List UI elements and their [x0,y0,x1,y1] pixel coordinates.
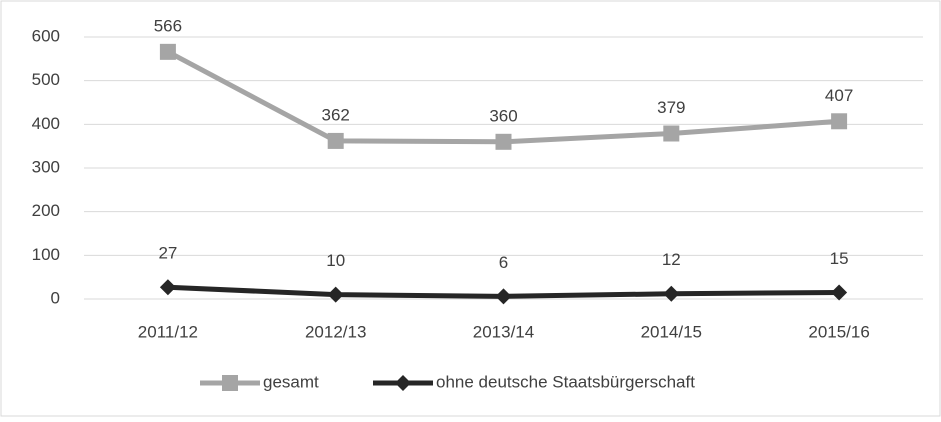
x-tick-label: 2011/12 [138,322,198,341]
point-marker [159,279,176,296]
data-label: 360 [489,106,517,125]
x-tick-label: 2014/15 [641,322,702,341]
y-tick-label: 100 [32,245,60,264]
legend-marker [222,375,238,391]
data-label: 566 [154,16,182,35]
legend-label: ohne deutsche Staatsbürgerschaft [436,372,695,391]
point-marker [159,43,176,60]
point-marker [663,285,680,302]
legend-label: gesamt [263,372,319,391]
data-label: 362 [322,105,350,124]
x-tick-label: 2013/14 [473,322,534,341]
point-marker [495,133,512,150]
point-marker [327,286,344,303]
data-label: 379 [657,98,685,117]
data-label: 10 [326,251,345,270]
x-tick-label: 2012/13 [305,322,366,341]
point-marker [495,288,512,305]
data-label: 6 [499,253,508,272]
y-tick-label: 600 [32,26,60,45]
data-label: 12 [662,250,681,269]
y-tick-label: 200 [32,201,60,220]
data-label: 407 [825,86,853,105]
data-label: 15 [830,249,849,268]
data-label: 27 [158,244,177,263]
x-tick-label: 2015/16 [808,322,869,341]
point-marker [663,125,680,142]
y-tick-label: 300 [32,157,60,176]
legend-marker [395,375,411,391]
y-tick-label: 0 [51,288,60,307]
point-marker [327,132,344,149]
y-tick-label: 400 [32,114,60,133]
y-tick-label: 500 [32,70,60,89]
point-marker [831,113,848,130]
point-marker [831,284,848,301]
